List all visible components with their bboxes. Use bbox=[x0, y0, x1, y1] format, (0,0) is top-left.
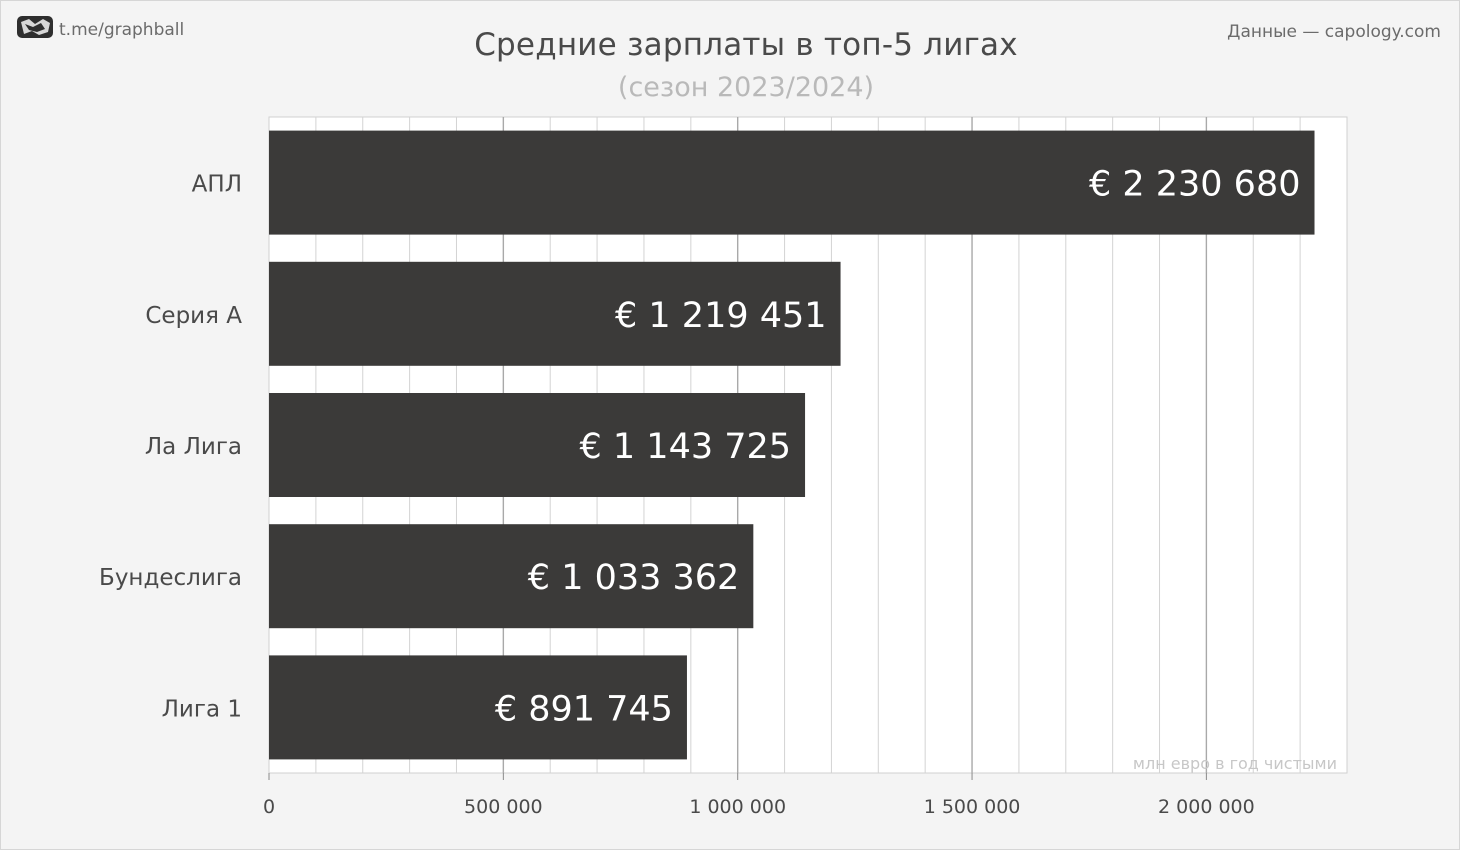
category-label-0: АПЛ bbox=[192, 172, 242, 198]
category-label-1: Серия А bbox=[145, 303, 242, 329]
x-tick-label-2: 1 000 000 bbox=[689, 796, 786, 818]
chart-subtitle: (сезон 2023/2024) bbox=[617, 72, 875, 103]
chart-title: Средние зарплаты в топ-5 лигах bbox=[474, 27, 1018, 63]
bar-value-label-3: € 1 033 362 bbox=[528, 558, 740, 598]
bar-3 bbox=[269, 524, 754, 629]
x-tick-label-4: 2 000 000 bbox=[1158, 796, 1255, 818]
bar-value-label-2: € 1 143 725 bbox=[580, 427, 792, 467]
bar-0 bbox=[269, 130, 1315, 235]
units-annotation: млн евро в год чистыми bbox=[1133, 754, 1337, 773]
x-tick-label-0: 0 bbox=[263, 796, 275, 818]
bar-4 bbox=[269, 655, 687, 760]
x-tick-label-3: 1 500 000 bbox=[924, 796, 1021, 818]
category-label-3: Бундеслига bbox=[99, 565, 242, 591]
category-label-4: Лига 1 bbox=[162, 696, 242, 722]
logo bbox=[15, 13, 55, 41]
bar-2 bbox=[269, 393, 806, 497]
bar-1 bbox=[269, 261, 841, 366]
bar-value-label-1: € 1 219 451 bbox=[615, 296, 827, 336]
source-data: Данные — capology.com bbox=[1227, 22, 1441, 42]
source-telegram: t.me/graphball bbox=[59, 20, 185, 40]
category-label-2: Ла Лига bbox=[145, 434, 242, 460]
graphball-logo-icon bbox=[17, 16, 53, 38]
bar-value-label-4: € 891 745 bbox=[495, 689, 673, 729]
x-tick-label-1: 500 000 bbox=[464, 796, 543, 818]
bar-value-label-0: € 2 230 680 bbox=[1089, 165, 1301, 205]
